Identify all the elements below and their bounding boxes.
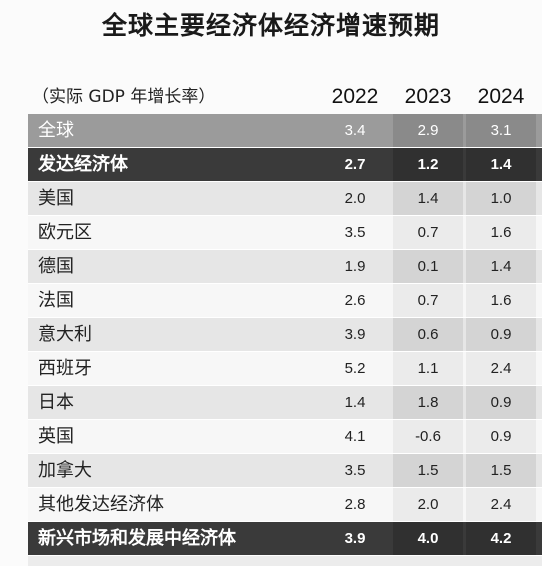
page-title: 全球主要经济体经济增速预期 xyxy=(101,11,440,40)
table-row-world: 全球 3.4 2.9 3.1 xyxy=(28,114,542,148)
value-2022: 3.4 xyxy=(344,122,366,139)
table-row: 法国 2.6 0.7 1.6 xyxy=(28,284,542,318)
value-2024: 0.9 xyxy=(466,318,536,351)
row-label: 全球 xyxy=(38,120,74,141)
value-2023: 1.2 xyxy=(393,148,463,181)
row-label: 美国 xyxy=(38,188,74,209)
table-row: 德国 1.9 0.1 1.4 xyxy=(28,250,542,284)
growth-table: （实际 GDP 年增长率） 2022 2023 2024 全球 3.4 2.9 … xyxy=(28,84,542,566)
value-2022: 3.9 xyxy=(344,326,366,343)
table-footer-strip xyxy=(28,556,542,566)
value-2024: 4.2 xyxy=(466,522,536,555)
value-2023: 0.7 xyxy=(393,216,463,249)
value-2024: 1.5 xyxy=(466,454,536,487)
value-2023: 1.5 xyxy=(393,454,463,487)
value-2023: 1.8 xyxy=(393,386,463,419)
table-row: 其他发达经济体 2.8 2.0 2.4 xyxy=(28,488,542,522)
table-row: 日本 1.4 1.8 0.9 xyxy=(28,386,542,420)
table-header: （实际 GDP 年增长率） 2022 2023 2024 xyxy=(28,84,542,114)
value-2023: 2.0 xyxy=(393,488,463,521)
table-row: 英国 4.1 -0.6 0.9 xyxy=(28,420,542,454)
year-header-2022: 2022 xyxy=(331,85,379,108)
value-2022: 3.9 xyxy=(344,530,366,547)
row-label: 新兴市场和发展中经济体 xyxy=(38,528,236,549)
unit-label: （实际 GDP 年增长率） xyxy=(32,87,216,107)
value-2023: 0.1 xyxy=(393,250,463,283)
row-label: 加拿大 xyxy=(38,460,92,481)
value-2023: 0.6 xyxy=(393,318,463,351)
value-2024: 3.1 xyxy=(466,114,536,147)
value-2022: 5.2 xyxy=(344,360,366,377)
table-row: 加拿大 3.5 1.5 1.5 xyxy=(28,454,542,488)
row-label: 欧元区 xyxy=(38,222,92,243)
value-2023: 1.1 xyxy=(393,352,463,385)
value-2022: 3.5 xyxy=(344,224,366,241)
value-2024: 2.4 xyxy=(466,488,536,521)
value-2022: 1.4 xyxy=(344,394,366,411)
row-label: 发达经济体 xyxy=(38,154,128,175)
value-2024: 1.4 xyxy=(466,250,536,283)
year-header-2024: 2024 xyxy=(477,85,525,108)
table-row: 意大利 3.9 0.6 0.9 xyxy=(28,318,542,352)
row-label: 德国 xyxy=(38,256,74,277)
value-2022: 4.1 xyxy=(344,428,366,445)
value-2024: 1.6 xyxy=(466,216,536,249)
table-row: 美国 2.0 1.4 1.0 xyxy=(28,182,542,216)
value-2023: 1.4 xyxy=(393,182,463,215)
row-label: 日本 xyxy=(38,392,74,413)
value-2022: 2.6 xyxy=(344,292,366,309)
value-2022: 2.8 xyxy=(344,496,366,513)
value-2024: 1.0 xyxy=(466,182,536,215)
row-label: 英国 xyxy=(38,426,74,447)
value-2024: 0.9 xyxy=(466,386,536,419)
value-2022: 3.5 xyxy=(344,462,366,479)
year-header-2023: 2023 xyxy=(404,85,452,108)
value-2022: 1.9 xyxy=(344,258,366,275)
value-2024: 0.9 xyxy=(466,420,536,453)
value-2024: 1.6 xyxy=(466,284,536,317)
value-2022: 2.0 xyxy=(344,190,366,207)
row-label: 法国 xyxy=(38,290,74,311)
value-2024: 2.4 xyxy=(466,352,536,385)
value-2023: 4.0 xyxy=(393,522,463,555)
value-2023: 0.7 xyxy=(393,284,463,317)
value-2023: 2.9 xyxy=(393,114,463,147)
table-row: 欧元区 3.5 0.7 1.6 xyxy=(28,216,542,250)
row-label: 意大利 xyxy=(38,324,92,345)
value-2023: -0.6 xyxy=(393,420,463,453)
value-2024: 1.4 xyxy=(466,148,536,181)
value-2022: 2.7 xyxy=(344,156,366,173)
row-label: 西班牙 xyxy=(38,358,92,379)
table-row-advanced-economies: 发达经济体 2.7 1.2 1.4 xyxy=(28,148,542,182)
row-label: 其他发达经济体 xyxy=(38,494,164,515)
table-row: 西班牙 5.2 1.1 2.4 xyxy=(28,352,542,386)
table-row-emerging-economies: 新兴市场和发展中经济体 3.9 4.0 4.2 xyxy=(28,522,542,556)
